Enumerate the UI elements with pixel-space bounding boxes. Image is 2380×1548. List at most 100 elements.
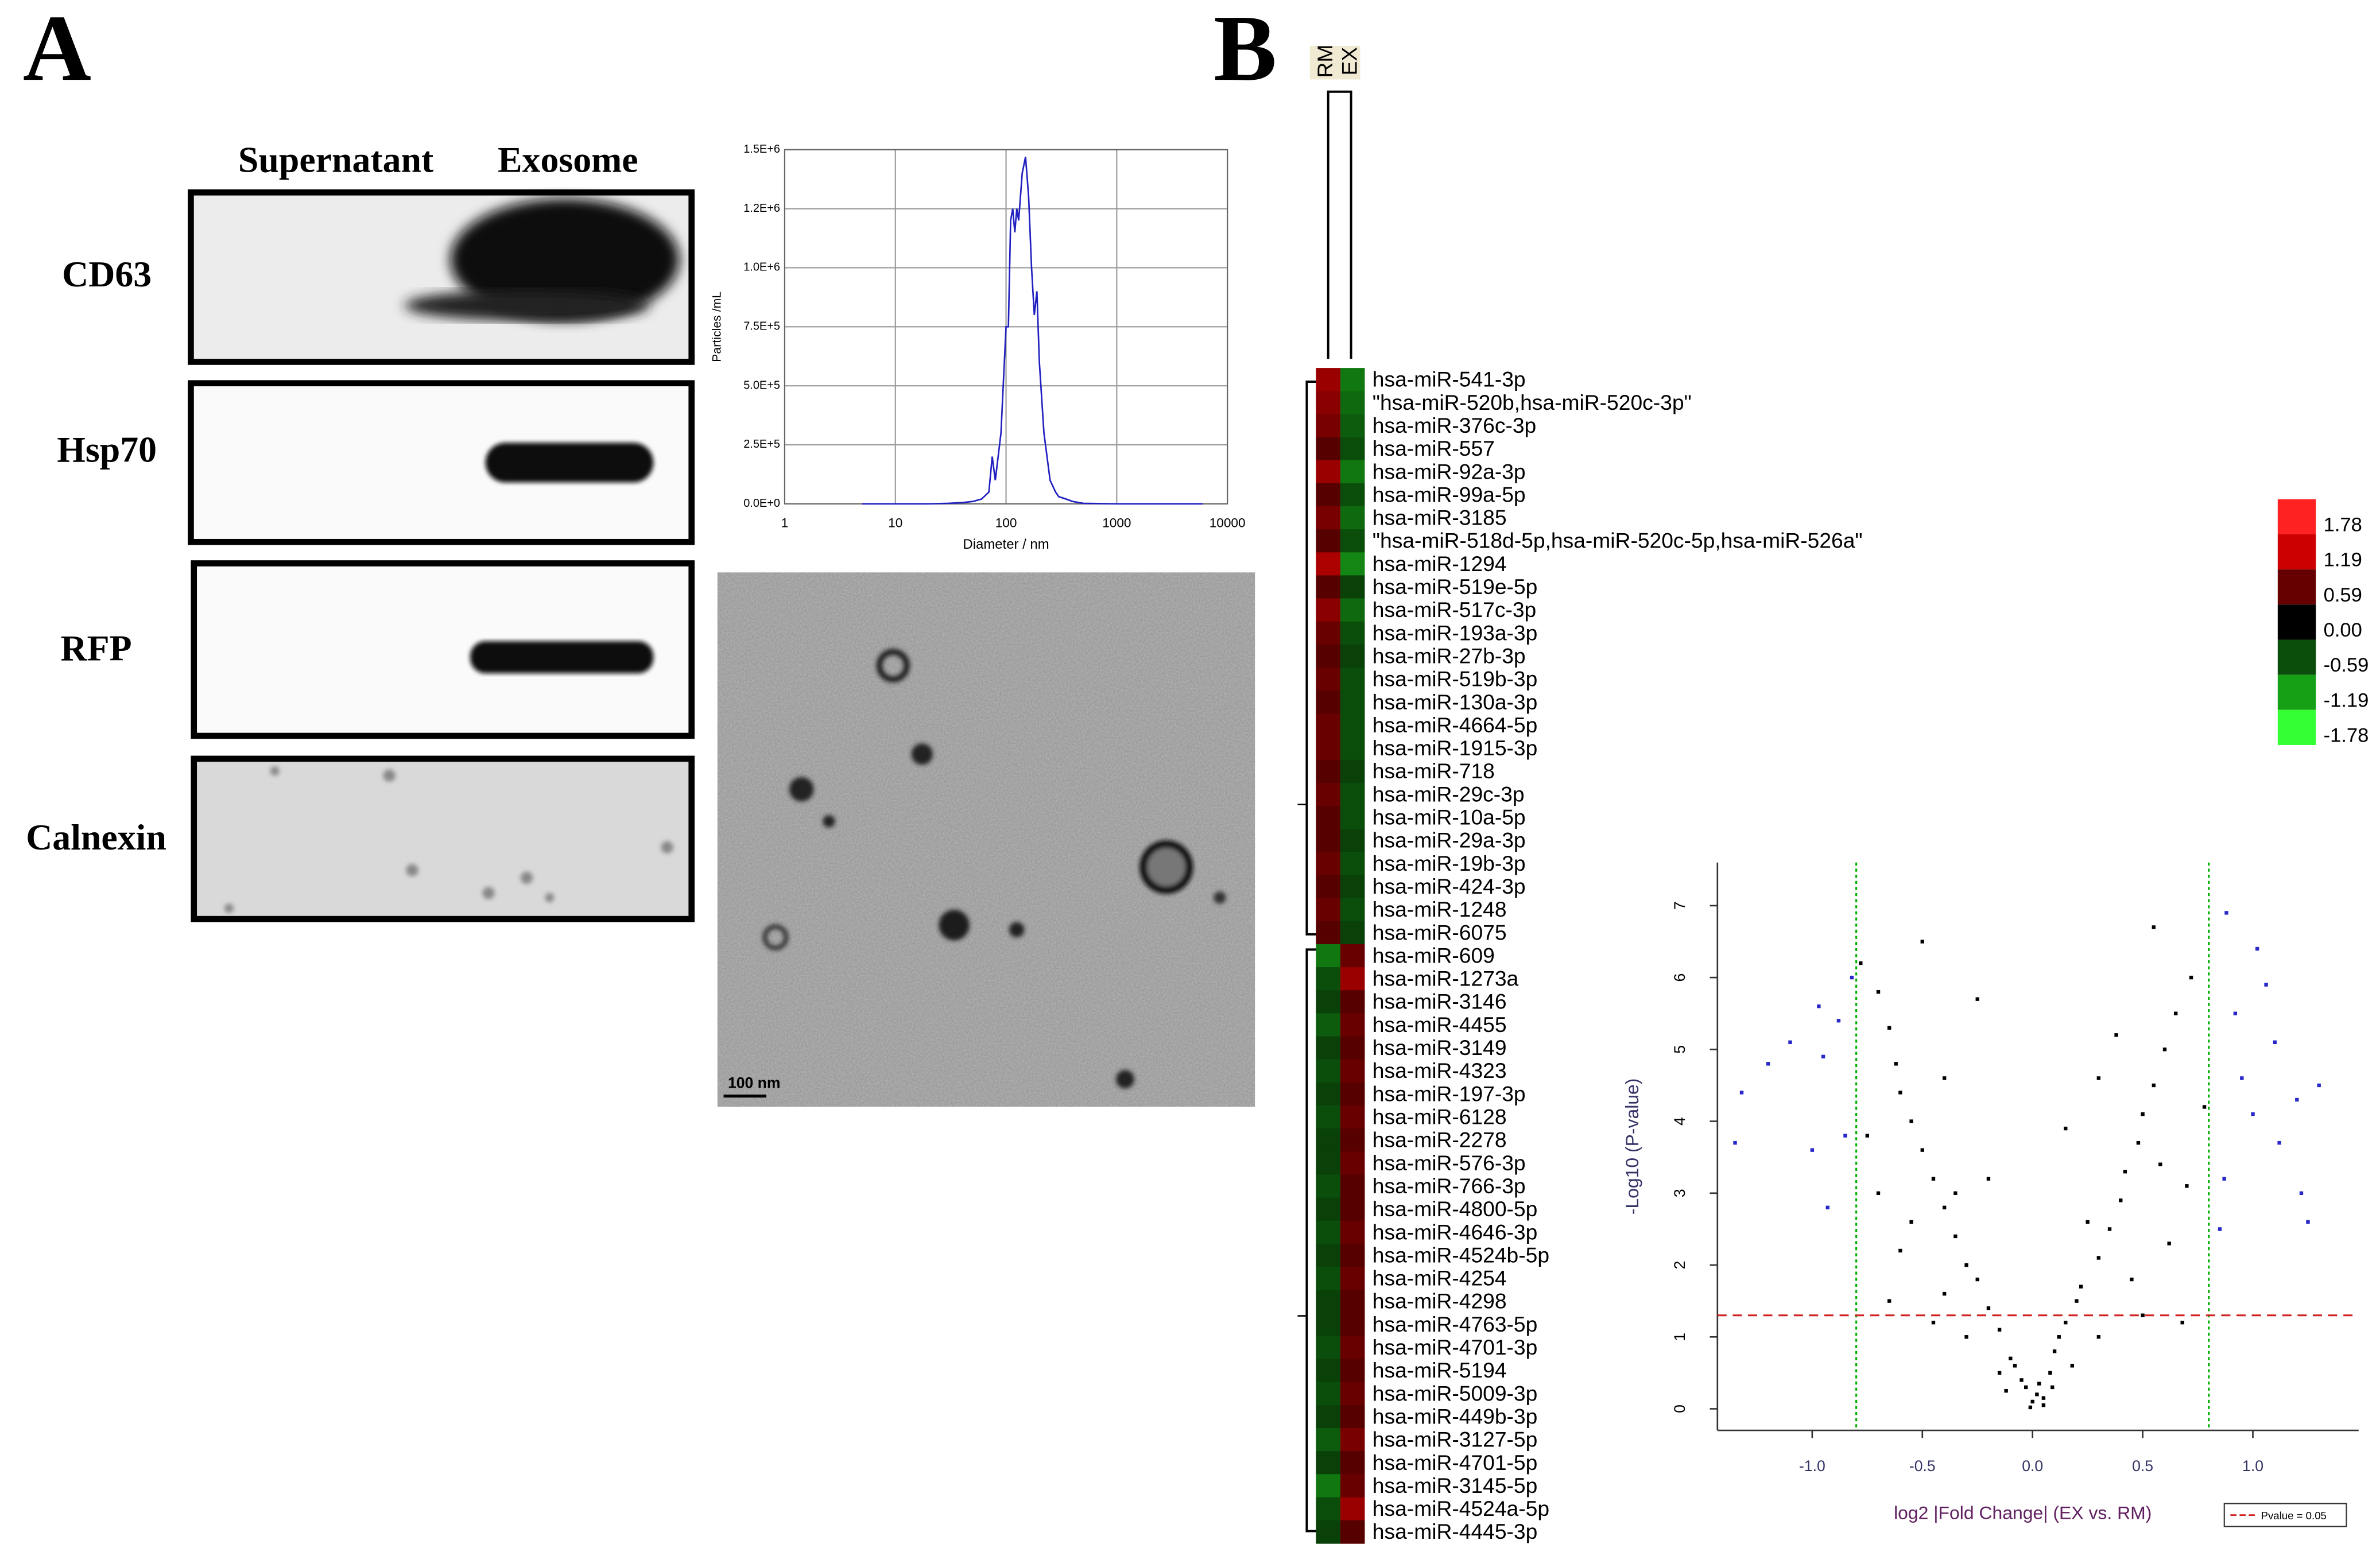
heatmap-cell: [1340, 1059, 1365, 1083]
blot-box: [191, 755, 695, 922]
heatmap-cell: [1316, 921, 1340, 945]
heatmap-cell: [1340, 782, 1365, 806]
heatmap-cell: [1316, 852, 1340, 876]
row-label: hsa-miR-6128: [1373, 1105, 1507, 1129]
point: [2107, 1227, 2112, 1231]
point: [2041, 1396, 2046, 1400]
heatmap-cell: [1316, 1059, 1340, 1083]
point: [1953, 1191, 1958, 1195]
row-label: hsa-miR-29c-3p: [1373, 782, 1525, 806]
colorbar-label: -1.78: [2324, 724, 2369, 746]
point: [2180, 1321, 2184, 1325]
heatmap-cell: [1340, 1336, 1365, 1360]
y-tick-label: 5: [1671, 1045, 1688, 1054]
band: [404, 290, 649, 321]
vesicles: [762, 649, 1226, 1089]
heatmap-cell: [1316, 1036, 1340, 1060]
row-label: hsa-miR-4664-5p: [1373, 713, 1538, 737]
column-header: RM: [1313, 45, 1337, 78]
heatmap-cell: [1340, 736, 1365, 761]
heatmap-cell: [1316, 1151, 1340, 1175]
point: [1986, 1306, 1991, 1310]
heatmap-cell: [1316, 598, 1340, 622]
x-tick-label: 100: [995, 515, 1017, 530]
heatmap-cell: [1316, 1174, 1340, 1198]
heatmap-cell: [1340, 368, 1365, 392]
row-label: hsa-miR-4298: [1373, 1289, 1507, 1313]
heatmap-cell: [1340, 1290, 1365, 1314]
heatmap-cell: [1340, 1013, 1365, 1037]
point: [2028, 1405, 2033, 1410]
heatmap-cell: [1340, 1497, 1365, 1521]
tem-noise: [717, 572, 1255, 1107]
heatmap-cell: [1340, 644, 1365, 668]
heatmap-cell: [1316, 529, 1340, 553]
row-label: hsa-miR-99a-5p: [1373, 482, 1526, 506]
point: [1920, 940, 1924, 944]
row-label: hsa-miR-92a-3p: [1373, 459, 1526, 483]
point: [2264, 983, 2268, 987]
row-label: RFP: [61, 627, 132, 668]
row-label: hsa-miR-449b-3p: [1373, 1404, 1538, 1428]
point: [2295, 1097, 2299, 1102]
point: [1942, 1205, 1947, 1210]
heatmap-cell: [1340, 759, 1365, 783]
colorbar-label: 1.78: [2324, 514, 2362, 536]
row-label: hsa-miR-1248: [1373, 897, 1507, 921]
heatmap-cell: [1340, 990, 1365, 1014]
heatmap-cell: [1340, 1082, 1365, 1106]
y-axis-label: Particles /mL: [710, 292, 724, 362]
heatmap-cell: [1340, 1474, 1365, 1498]
point: [1975, 1277, 1979, 1282]
x-tick-label: 10000: [1210, 515, 1246, 530]
row-label: hsa-miR-5194: [1373, 1358, 1507, 1382]
y-tick-label: 3: [1671, 1189, 1688, 1197]
band: [470, 641, 654, 673]
heatmap-cell: [1316, 690, 1340, 715]
point: [1887, 1299, 1891, 1303]
heatmap-cell: [1340, 414, 1365, 438]
colorbar-label: -0.59: [2324, 654, 2369, 676]
row-label: hsa-miR-10a-5p: [1373, 805, 1526, 829]
legend-label: Pvalue = 0.05: [2261, 1510, 2327, 1522]
point: [1825, 1205, 1829, 1210]
point: [2075, 1299, 2079, 1303]
row-label: hsa-miR-376c-3p: [1373, 413, 1536, 437]
heatmap-cell: [1340, 713, 1365, 738]
point: [2277, 1140, 2281, 1145]
point: [2123, 1170, 2127, 1174]
heatmap-cell: [1340, 1451, 1365, 1475]
heatmap-cell: [1316, 829, 1340, 853]
row-label: hsa-miR-718: [1373, 759, 1495, 783]
point: [1997, 1371, 2002, 1375]
x-tick-label: 0.5: [2132, 1457, 2153, 1475]
dendrogram: [1305, 381, 1316, 936]
heatmap-cell: [1316, 460, 1340, 484]
heatmap-cell: [1316, 1290, 1340, 1314]
row-label: hsa-miR-4763-5p: [1373, 1312, 1538, 1336]
point: [2141, 1313, 2145, 1317]
point: [1975, 997, 1979, 1001]
row-label: hsa-miR-3149: [1373, 1035, 1507, 1060]
y-tick-label: 2.5E+5: [743, 438, 780, 451]
panel-label: A: [23, 0, 91, 100]
heatmap-cell: [1340, 1267, 1365, 1290]
heatmap-cell: [1316, 875, 1340, 899]
plot-frame: [784, 149, 1228, 505]
x-tick-label: -0.5: [1909, 1457, 1936, 1475]
point: [1821, 1054, 1825, 1059]
heatmap-cell: [1340, 1405, 1365, 1429]
heatmap-cell: [1340, 483, 1365, 507]
row-label: hsa-miR-424-3p: [1373, 874, 1526, 898]
row-label: hsa-miR-609: [1373, 943, 1495, 967]
colorbar-swatch: [2277, 709, 2316, 745]
point: [2255, 946, 2259, 951]
heatmap-cell: [1340, 1197, 1365, 1221]
point: [2136, 1140, 2141, 1145]
x-tick-label: -1.0: [1799, 1457, 1825, 1475]
y-tick-label: 5.0E+5: [743, 379, 780, 391]
point: [1997, 1328, 2002, 1332]
point: [2185, 1184, 2189, 1188]
point: [2037, 1382, 2041, 1386]
